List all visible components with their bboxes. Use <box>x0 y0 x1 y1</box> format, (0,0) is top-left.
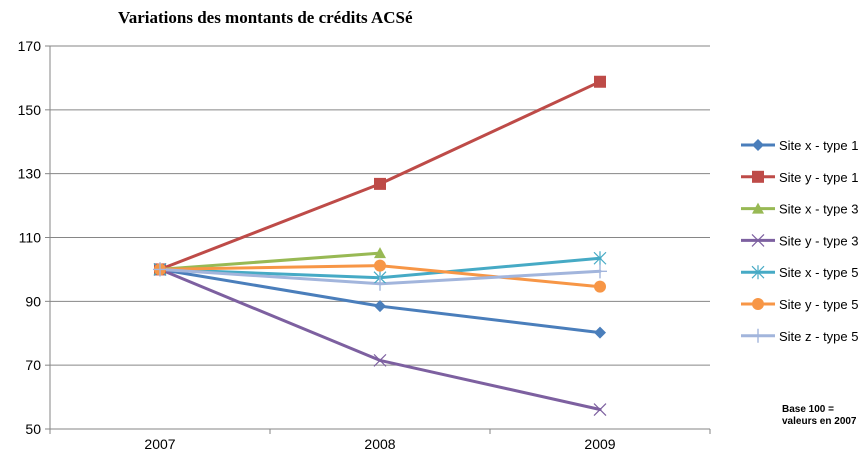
y-tick-label: 110 <box>19 230 42 246</box>
y-tick-label: 50 <box>25 421 41 437</box>
legend-marker-5 <box>751 265 765 280</box>
y-tick-label: 130 <box>18 166 42 182</box>
data-point-7-2 <box>373 276 387 291</box>
chart-title: Variations des montants de crédits ACSé <box>118 8 413 27</box>
legend-marker-4 <box>751 233 765 247</box>
x-tick-label: 2009 <box>584 436 615 452</box>
legend-label-2: Site y - type 1 <box>779 170 858 185</box>
data-point-2-2 <box>374 177 386 190</box>
legend-marker-3 <box>752 202 764 214</box>
legend-label-3: Site x - type 3 <box>779 202 858 217</box>
legend-label-6: Site y - type 5 <box>779 297 858 312</box>
data-point-6-2 <box>374 259 386 272</box>
data-point-7-1 <box>153 262 167 277</box>
y-tick-label: 150 <box>18 102 42 118</box>
data-point-1-3 <box>594 326 606 339</box>
data-point-4-2 <box>373 353 387 367</box>
legend-marker-6 <box>752 298 764 310</box>
data-point-1-2 <box>374 300 386 313</box>
series-line-3 <box>158 251 382 271</box>
legend-label-4: Site y - type 3 <box>779 233 858 248</box>
data-point-3-2 <box>374 247 386 259</box>
legend-marker-7 <box>751 328 765 343</box>
data-point-6-3 <box>594 280 606 293</box>
legend-label-5: Site x - type 5 <box>779 265 858 280</box>
legend-marker-1 <box>752 139 764 151</box>
data-point-7-3 <box>593 264 607 279</box>
x-tick-label: 2007 <box>144 436 175 452</box>
y-tick-label: 90 <box>25 293 41 309</box>
legend-label-7: Site z - type 5 <box>779 329 858 344</box>
base-note: Base 100 = valeurs en 2007 <box>782 404 857 427</box>
data-point-2-3 <box>594 75 606 88</box>
legend-marker-2 <box>752 170 764 183</box>
data-point-5-3 <box>593 251 607 266</box>
legend-label-1: Site x - type 1 <box>779 138 858 153</box>
y-tick-label: 70 <box>25 357 41 373</box>
data-point-4-3 <box>593 403 607 416</box>
x-tick-label: 2008 <box>364 436 395 452</box>
y-tick-label: 170 <box>18 38 42 54</box>
